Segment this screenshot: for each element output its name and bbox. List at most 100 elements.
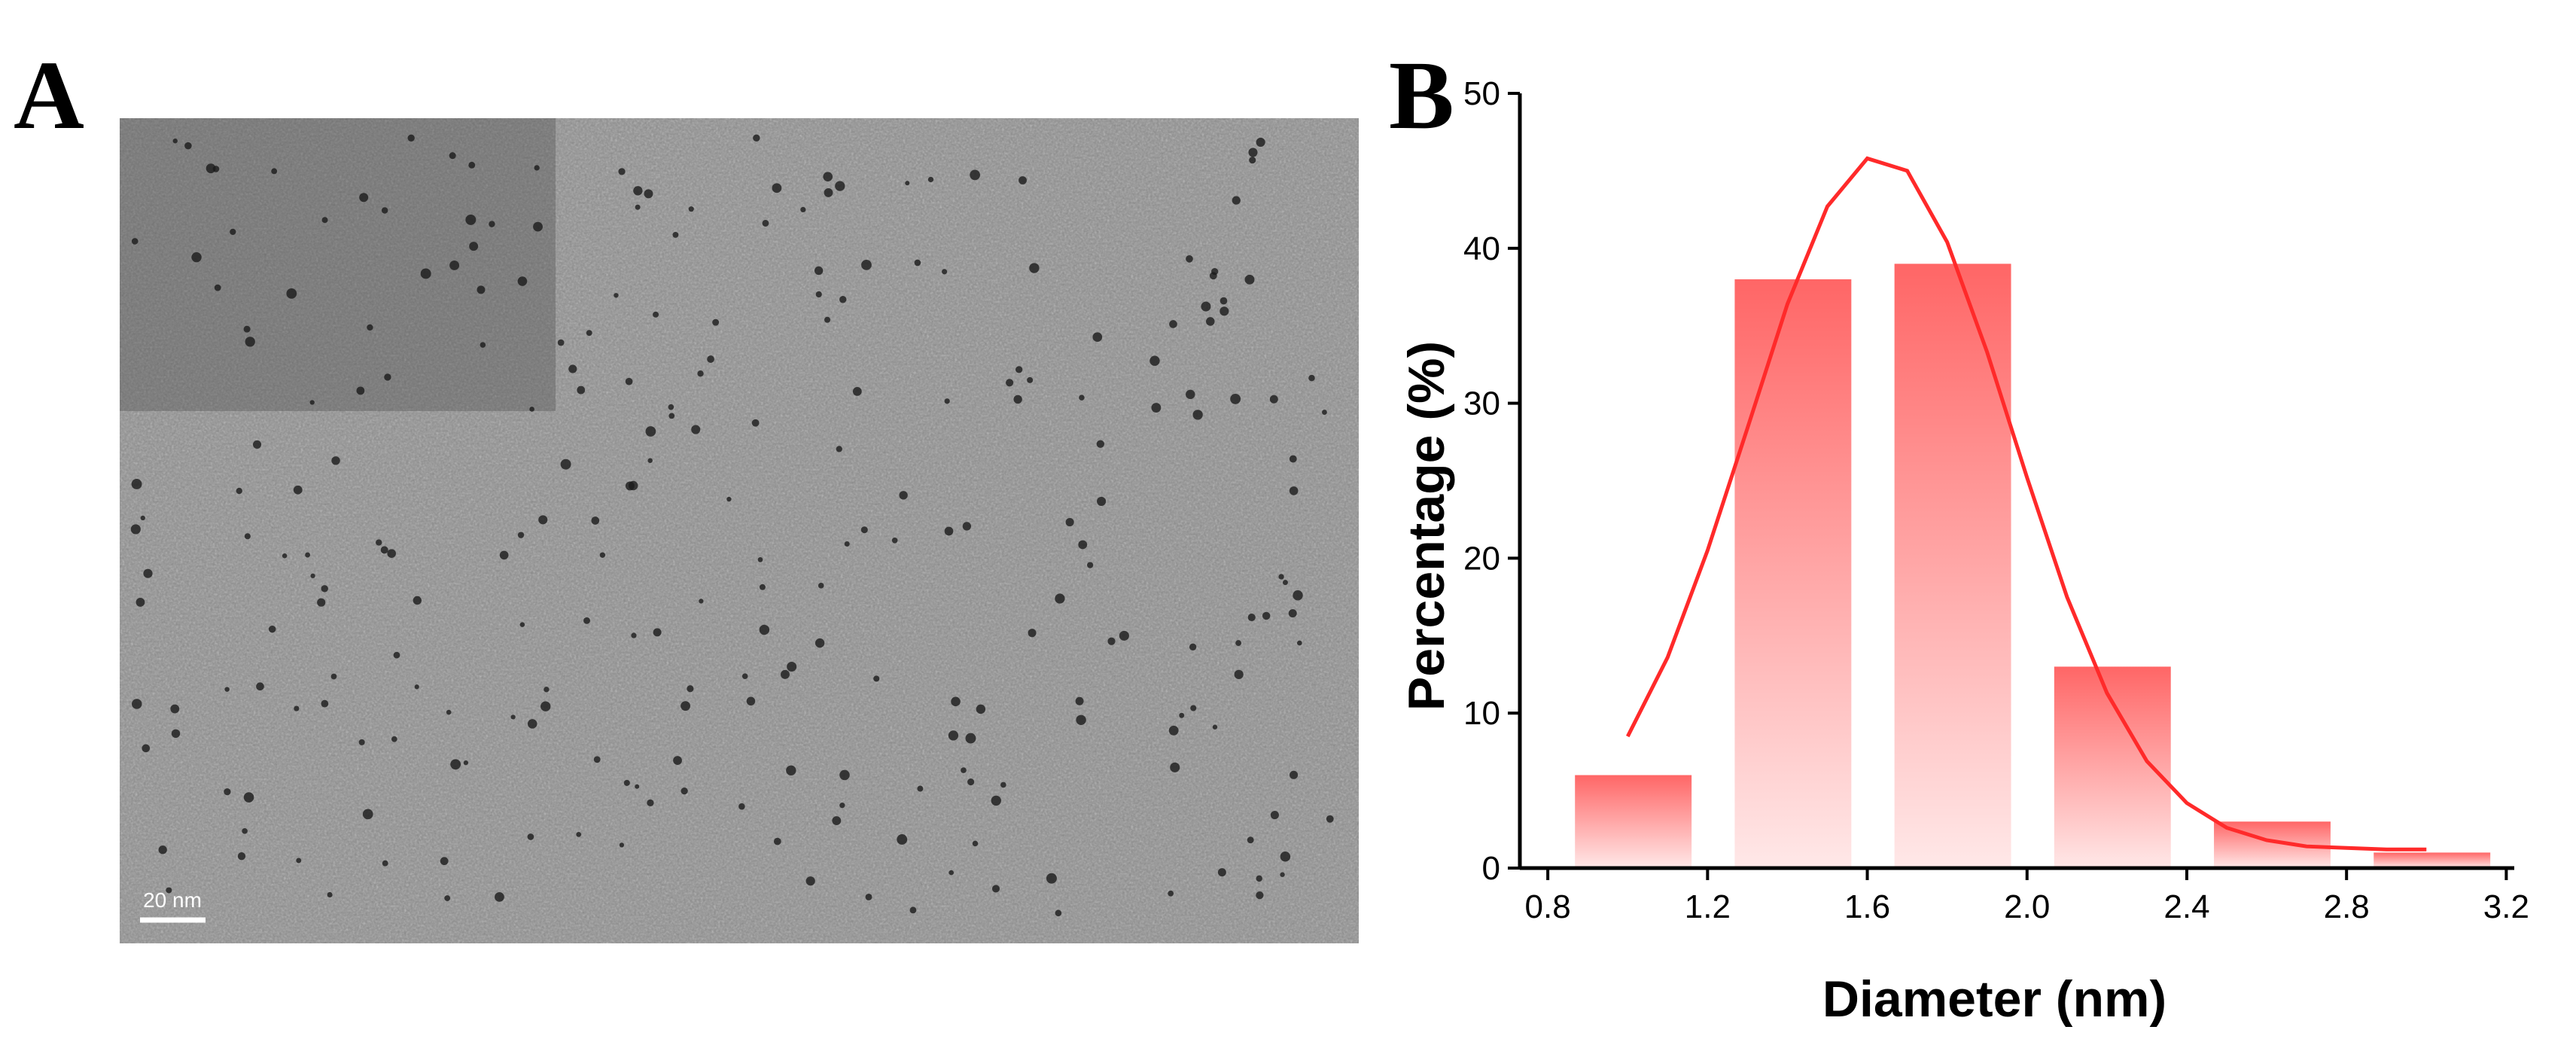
particle xyxy=(293,485,303,495)
particle xyxy=(905,181,910,186)
panel-label: B xyxy=(1389,41,1454,150)
particle xyxy=(1219,297,1228,305)
particle xyxy=(836,446,842,452)
x-tick-label: 0.8 xyxy=(1525,888,1571,925)
particle xyxy=(726,496,732,502)
y-tick-label: 20 xyxy=(1463,540,1500,577)
particle xyxy=(1234,669,1244,679)
particle xyxy=(296,858,302,864)
particle xyxy=(976,704,986,714)
particle xyxy=(1217,868,1226,877)
particle xyxy=(818,583,824,589)
particle xyxy=(586,330,592,337)
particle xyxy=(800,206,806,213)
particle xyxy=(286,288,297,299)
particle xyxy=(970,169,980,181)
particle xyxy=(1256,891,1264,900)
particle xyxy=(583,617,590,624)
particle xyxy=(170,704,180,714)
particle xyxy=(635,784,640,789)
particle xyxy=(972,840,979,847)
scale-bar-label: 20 nm xyxy=(143,888,202,912)
tem-inset xyxy=(120,118,556,411)
particle xyxy=(387,549,396,558)
particle xyxy=(499,550,509,560)
particle xyxy=(1270,810,1279,820)
particle xyxy=(815,638,825,648)
particle xyxy=(517,532,525,538)
x-axis-title: Diameter (nm) xyxy=(1822,970,2166,1028)
particle xyxy=(1119,630,1129,641)
particle xyxy=(618,168,626,175)
particle xyxy=(1288,609,1297,618)
particle xyxy=(1232,196,1241,205)
particle xyxy=(1289,455,1297,463)
particle xyxy=(1248,148,1258,157)
x-tick-label: 2.4 xyxy=(2163,888,2209,925)
particle xyxy=(321,217,328,224)
particle xyxy=(268,625,276,633)
particle xyxy=(444,895,451,901)
particle xyxy=(948,870,954,876)
particle xyxy=(773,837,781,845)
particle xyxy=(832,816,842,826)
bar xyxy=(1734,279,1852,869)
particle xyxy=(359,193,369,203)
particle xyxy=(962,522,971,531)
particle xyxy=(131,238,139,245)
particle xyxy=(824,187,833,197)
y-tick-label: 0 xyxy=(1482,850,1500,887)
particle xyxy=(469,242,479,251)
particle xyxy=(1029,263,1040,273)
particle xyxy=(382,860,388,867)
particle xyxy=(1206,317,1215,326)
particle xyxy=(310,573,315,579)
particle xyxy=(1209,272,1217,280)
particle xyxy=(948,730,959,741)
particle xyxy=(1308,374,1315,382)
particle xyxy=(1235,640,1242,646)
particle xyxy=(647,799,654,807)
particle xyxy=(1079,395,1085,401)
particle xyxy=(327,891,333,898)
particle xyxy=(633,186,643,196)
particle xyxy=(1219,306,1229,316)
particle xyxy=(1247,613,1256,622)
panel-label: A xyxy=(14,41,84,150)
particle xyxy=(242,828,248,834)
particle xyxy=(1027,376,1034,383)
particle xyxy=(673,756,682,765)
particle xyxy=(1322,410,1327,415)
particle xyxy=(1075,696,1084,705)
particle xyxy=(407,134,415,142)
particle xyxy=(914,259,921,267)
particle xyxy=(317,598,326,607)
particle xyxy=(1192,410,1203,420)
particle xyxy=(759,624,770,635)
particle xyxy=(560,459,571,470)
particle xyxy=(1168,890,1174,897)
particle xyxy=(1151,403,1162,413)
particle xyxy=(780,669,790,679)
particle xyxy=(465,214,477,225)
particle xyxy=(362,809,373,820)
x-tick-label: 2.8 xyxy=(2324,888,2370,925)
particle xyxy=(356,386,365,395)
particle xyxy=(852,387,862,396)
particle xyxy=(687,685,694,693)
y-tick-label: 30 xyxy=(1463,385,1500,422)
particle xyxy=(1055,909,1062,917)
particle xyxy=(376,539,382,546)
particle xyxy=(495,892,504,902)
particle xyxy=(1280,872,1285,877)
particle xyxy=(449,260,460,270)
particle xyxy=(256,682,264,691)
particle xyxy=(772,183,782,193)
particle xyxy=(544,687,550,693)
particle xyxy=(944,526,954,536)
x-tick-label: 1.2 xyxy=(1685,888,1731,925)
particle xyxy=(860,526,868,534)
particle xyxy=(835,181,845,191)
particle xyxy=(759,583,766,590)
particle xyxy=(844,541,850,547)
